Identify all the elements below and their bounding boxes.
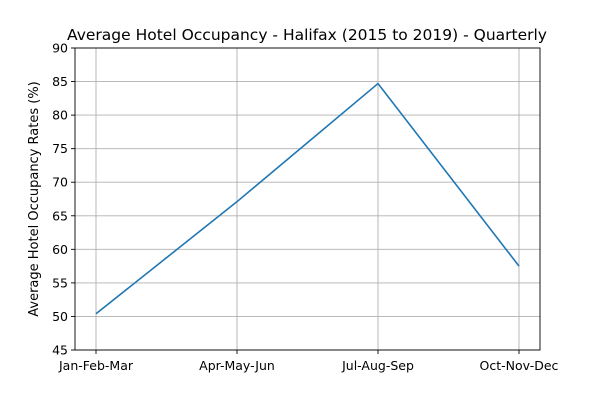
plot-frame <box>74 47 541 351</box>
chart-title: Average Hotel Occupancy - Halifax (2015 … <box>67 26 547 44</box>
x-tick-label: Jul-Aug-Sep <box>341 358 414 373</box>
y-tick-label: 75 <box>52 141 68 156</box>
x-tick-label: Apr-May-Jun <box>199 358 275 373</box>
y-tick-label: 85 <box>52 74 68 89</box>
y-tick-label: 50 <box>52 309 68 324</box>
x-tick-label: Oct-Nov-Dec <box>480 358 559 373</box>
y-tick-label: 60 <box>52 242 68 257</box>
y-tick-label: 70 <box>52 175 68 190</box>
grid <box>75 47 540 351</box>
y-tick-label: 45 <box>52 343 68 358</box>
y-tick-label: 80 <box>52 108 68 123</box>
series-layer <box>95 82 520 315</box>
y-tick-label: 90 <box>52 41 68 56</box>
series-line <box>95 82 520 315</box>
y-axis-label: Average Hotel Occupancy Rates (%) <box>27 81 42 317</box>
x-tick-label: Jan-Feb-Mar <box>58 358 134 373</box>
y-tick-label: 55 <box>52 275 68 290</box>
y-tick-label: 65 <box>52 208 68 223</box>
axes: Jan-Feb-Mar Apr-May-Jun Jul-Aug-Sep Oct-Nov… <box>52 41 558 374</box>
